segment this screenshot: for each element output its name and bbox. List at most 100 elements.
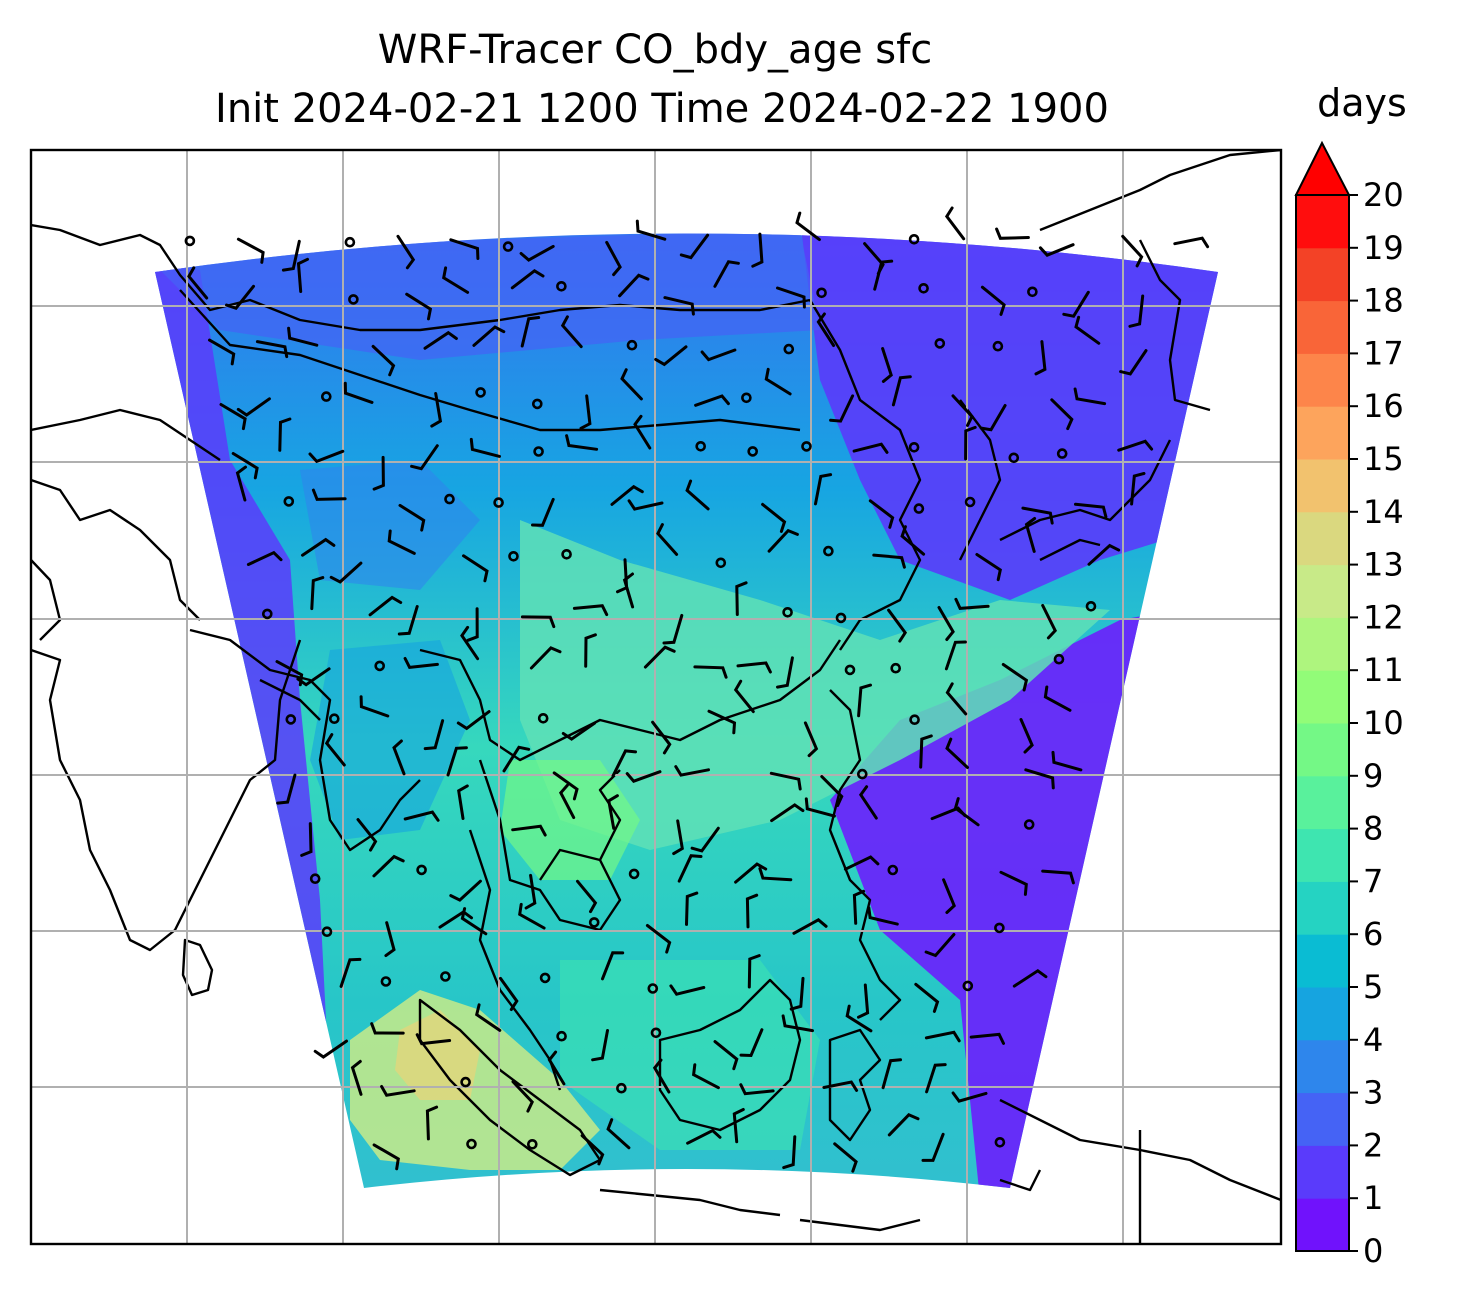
wind-barb — [816, 312, 836, 347]
colorbar-tick-label: 1 — [1363, 1179, 1383, 1217]
colorbar-level-4 — [1296, 987, 1349, 1041]
wind-barb — [561, 721, 597, 741]
wind-barb — [396, 234, 416, 270]
calm-wind-marker — [823, 545, 834, 557]
map-panel — [31, 150, 1281, 1244]
calm-wind-marker — [309, 873, 321, 885]
wind-barb — [686, 1128, 722, 1145]
wind-barb — [460, 625, 480, 661]
wind-barb — [651, 720, 672, 755]
calm-wind-marker — [650, 1027, 662, 1039]
wind-barb — [359, 695, 390, 718]
calm-wind-marker — [348, 294, 359, 305]
wind-barb — [843, 855, 880, 871]
wind-barb — [511, 1080, 534, 1113]
colorbar-level-17 — [1296, 300, 1349, 354]
wind-barb — [769, 771, 802, 791]
wind-barb — [449, 879, 482, 902]
wind-barb — [300, 822, 313, 857]
wind-barb — [415, 1033, 452, 1046]
wind-barb — [707, 709, 737, 735]
wind-barb — [520, 615, 556, 629]
wind-barb — [1024, 517, 1037, 553]
wind-barb — [924, 933, 956, 958]
calm-wind-marker — [616, 1082, 627, 1094]
gridlines — [31, 150, 1281, 1244]
mid-age-patch-indochina — [310, 640, 470, 840]
wind-barb — [924, 1030, 961, 1043]
wind-barb — [1019, 718, 1034, 754]
wind-barb — [301, 537, 336, 557]
calm-wind-marker — [416, 864, 427, 876]
colorbar-tick-label: 7 — [1363, 862, 1383, 900]
mid-age-band-south — [560, 960, 820, 1150]
calm-wind-marker — [918, 282, 929, 294]
wind-barb — [235, 465, 247, 502]
colorbar-level-15 — [1296, 406, 1349, 460]
wind-barb — [747, 954, 761, 989]
wind-barb — [565, 434, 599, 451]
wind-barb — [685, 479, 710, 511]
wind-barb — [510, 268, 545, 290]
colorbar-level-9 — [1296, 723, 1349, 777]
wind-barb — [255, 340, 289, 359]
wind-barb — [914, 982, 940, 1013]
colorbar-tick-label: 9 — [1363, 757, 1383, 795]
wind-barb — [524, 873, 537, 910]
calm-wind-marker — [783, 343, 795, 355]
wind-barb — [606, 1118, 631, 1150]
mid-age-patch-west — [300, 460, 480, 590]
wind-barb — [225, 284, 255, 310]
figure-title-line-2: Init 2024-02-21 1200 Time 2024-02-22 190… — [215, 86, 1109, 132]
wind-barb — [1073, 387, 1107, 406]
wind-barb — [236, 237, 265, 264]
wind-barb — [735, 581, 748, 616]
colorbar-level-12 — [1296, 564, 1349, 618]
wind-barb — [403, 657, 439, 670]
calm-wind-marker — [444, 493, 455, 505]
calm-wind-marker — [994, 1137, 1006, 1148]
wind-barb — [789, 976, 805, 1011]
wind-barbs — [184, 206, 1210, 1173]
wind-barb — [1074, 315, 1101, 345]
wind-barb — [529, 646, 562, 670]
wind-barb — [694, 394, 730, 407]
wind-barb — [576, 879, 598, 914]
calm-wind-marker — [934, 338, 946, 349]
wind-barb — [339, 957, 362, 988]
wind-barb — [518, 902, 546, 930]
wind-barb — [645, 924, 672, 954]
colorbar-tick-label: 17 — [1363, 334, 1404, 372]
wind-barb — [392, 739, 406, 776]
calm-wind-marker — [285, 714, 297, 725]
calm-wind-marker — [628, 868, 640, 880]
calm-wind-marker — [320, 391, 332, 402]
wind-barb — [1034, 340, 1047, 376]
colorbar-segments — [1296, 195, 1349, 1252]
wind-barb — [405, 292, 433, 321]
colorbar-tick-label: 12 — [1363, 598, 1404, 636]
northern-band — [155, 233, 820, 360]
wind-barb — [370, 1022, 405, 1035]
wind-barb — [736, 661, 772, 674]
calm-wind-marker — [695, 440, 707, 452]
calm-wind-marker — [913, 503, 925, 514]
wind-barb — [618, 273, 650, 298]
colorbar-tick-label: 2 — [1363, 1126, 1383, 1164]
wind-barb — [900, 525, 926, 556]
calm-wind-marker — [908, 234, 920, 245]
wind-barb — [462, 554, 489, 583]
wind-barb — [519, 244, 555, 262]
wind-barb — [881, 347, 893, 383]
wind-barb — [656, 523, 679, 556]
wind-barb — [858, 785, 878, 820]
calm-wind-marker — [466, 1138, 477, 1150]
wind-barb — [633, 414, 652, 450]
wind-barb — [663, 296, 695, 316]
wind-barb — [685, 891, 699, 926]
wind-barb — [627, 499, 664, 511]
wind-barb — [460, 907, 488, 936]
colorbar-tick-label: 14 — [1363, 493, 1404, 531]
colorbar-tick-label: 5 — [1363, 968, 1383, 1006]
